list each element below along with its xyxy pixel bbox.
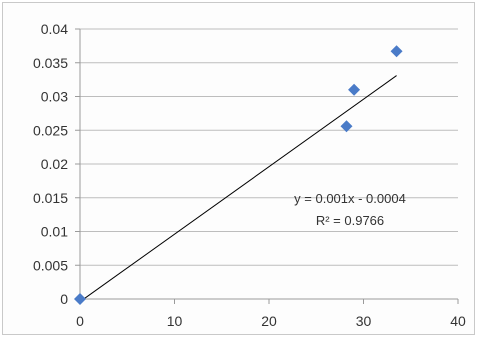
- data-points: [74, 45, 403, 305]
- tick-labels: 0 0.005 0.01 0.015 0.02 0.025 0.03 0.035 0.04 0 10…: [33, 21, 466, 329]
- trendline-equation: y = 0.001x - 0.0004: [294, 191, 406, 206]
- gridlines: [80, 28, 458, 266]
- y-tick-label: 0.02: [41, 156, 68, 172]
- y-tick-label: 0.005: [33, 257, 68, 273]
- data-point: [348, 83, 361, 96]
- trendline-group: [79, 75, 397, 303]
- trendline: [79, 75, 397, 303]
- data-point: [390, 45, 403, 58]
- data-point: [340, 120, 353, 133]
- y-tick-label: 0.035: [33, 55, 68, 71]
- x-tick-label: 20: [261, 313, 277, 329]
- y-tick-label: 0.025: [33, 122, 68, 138]
- data-point: [74, 293, 86, 305]
- y-tick-label: 0.03: [41, 89, 68, 105]
- chart-frame: [2, 2, 475, 335]
- y-tick-label: 0.015: [33, 190, 68, 206]
- r-squared-label: R² = 0.9766: [316, 213, 384, 228]
- trendline-annotation: y = 0.001x - 0.0004 R² = 0.9766: [294, 191, 406, 228]
- y-tick-label: 0.01: [41, 224, 68, 240]
- x-tick-label: 30: [356, 313, 372, 329]
- x-tick-label: 10: [167, 313, 183, 329]
- x-tick-label: 0: [76, 313, 84, 329]
- y-tick-label: 0: [60, 291, 68, 307]
- axes: [75, 28, 459, 304]
- y-tick-label: 0.04: [41, 21, 68, 37]
- x-tick-label: 40: [450, 313, 466, 329]
